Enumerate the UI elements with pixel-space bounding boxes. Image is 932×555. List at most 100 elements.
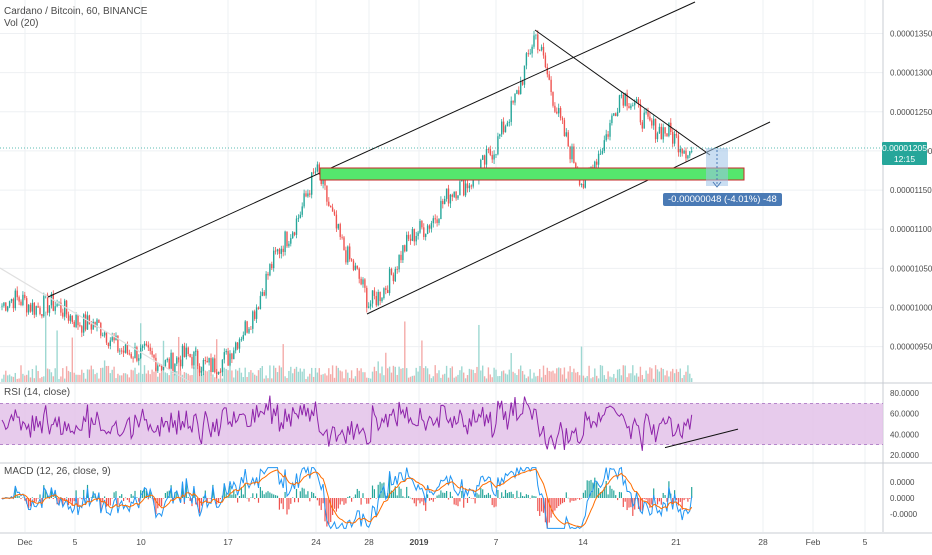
- macd-histogram-bar: [371, 485, 374, 498]
- x-tick-label: Feb: [806, 537, 821, 547]
- candle-body: [493, 154, 495, 160]
- candle-body: [482, 155, 484, 160]
- volume-bar: [371, 371, 374, 382]
- candle-body: [653, 118, 655, 126]
- macd-histogram-bar: [132, 495, 134, 498]
- macd-histogram-bar: [482, 489, 484, 498]
- volume-bar: [485, 378, 488, 382]
- macd-histogram-bar: [254, 498, 256, 500]
- volume-bar: [413, 375, 415, 382]
- rsi-tick-label: 20.0000: [890, 451, 919, 460]
- candle-body: [518, 90, 520, 94]
- macd-histogram-bar: [238, 496, 241, 498]
- candle-body: [170, 352, 172, 369]
- volume-bar: [461, 366, 463, 382]
- volume-bar: [280, 367, 282, 382]
- volume-bar: [502, 370, 505, 382]
- candle-body: [419, 221, 421, 233]
- volume-bar: [71, 337, 73, 382]
- candle-body: [459, 181, 461, 196]
- volume-bar: [147, 370, 149, 382]
- macd-histogram-bar: [571, 498, 573, 501]
- volume-bar: [185, 372, 187, 382]
- volume-bar: [233, 377, 235, 382]
- candle-body: [185, 347, 187, 357]
- candle-body: [292, 232, 294, 239]
- volume-bar: [202, 373, 205, 382]
- volume-bar: [672, 368, 674, 382]
- macd-histogram-bar: [645, 498, 647, 500]
- volume-bar: [151, 369, 153, 382]
- volume-bar: [208, 369, 210, 382]
- macd-histogram-bar: [364, 498, 366, 499]
- macd-histogram-bar: [259, 486, 261, 498]
- volume-bar: [409, 376, 412, 382]
- volume-bar: [464, 378, 467, 382]
- x-tick-label: 28: [364, 537, 374, 547]
- macd-histogram-bar: [658, 498, 660, 502]
- macd-histogram-bar: [413, 498, 415, 504]
- volume-bar: [499, 376, 501, 382]
- macd-histogram-bar: [90, 497, 92, 498]
- candle-body: [147, 345, 149, 348]
- candle-body: [634, 102, 636, 106]
- candle-body: [295, 218, 298, 235]
- volume-bar: [316, 372, 319, 382]
- candle-body: [134, 347, 136, 359]
- candle-body: [542, 46, 545, 56]
- macd-histogram-bar: [400, 488, 402, 498]
- volume-bar: [653, 378, 655, 382]
- candle-body: [647, 111, 649, 117]
- volume-bar: [121, 375, 123, 382]
- candle-body: [193, 351, 195, 366]
- support-zone: [319, 167, 745, 181]
- candle-body: [409, 238, 412, 241]
- volume-bar: [318, 368, 320, 382]
- macd-histogram-bar: [655, 498, 657, 499]
- macd-histogram-bar: [202, 496, 204, 498]
- volume-bar: [561, 374, 564, 382]
- macd-histogram-bar: [390, 490, 393, 498]
- volume-bar: [35, 365, 37, 382]
- volume-bar: [383, 375, 385, 382]
- macd-histogram-bar: [626, 498, 628, 511]
- macd-histogram-bar: [590, 479, 592, 498]
- x-tick-label: 14: [578, 537, 588, 547]
- candle-body: [442, 200, 444, 205]
- candle-body: [366, 287, 368, 308]
- macd-histogram-bar: [542, 498, 545, 513]
- volume-bar: [628, 373, 630, 382]
- macd-histogram-bar: [142, 490, 144, 498]
- candle-body: [689, 151, 691, 156]
- candle-body: [1, 305, 3, 307]
- candle-body: [37, 306, 39, 308]
- macd-histogram-bar: [409, 497, 412, 499]
- macd-legend: MACD (12, 26, close, 9): [4, 466, 111, 477]
- candle-body: [497, 136, 499, 155]
- volume-bar: [453, 377, 455, 382]
- macd-histogram-bar: [449, 491, 451, 498]
- candle-body: [510, 100, 512, 122]
- candle-body: [3, 302, 5, 306]
- volume-bar: [423, 368, 425, 382]
- volume-bar: [98, 378, 100, 382]
- volume-bar: [166, 373, 168, 382]
- macd-histogram-bar: [275, 495, 277, 498]
- macd-histogram-bar: [510, 491, 512, 498]
- candle-body: [426, 225, 429, 235]
- volume-bar: [18, 378, 20, 382]
- volume-bar: [212, 374, 214, 382]
- volume-bar: [309, 373, 311, 382]
- macd-histogram-bar: [26, 498, 28, 504]
- volume-bar: [27, 370, 30, 382]
- macd-histogram-bar: [314, 496, 317, 498]
- candle-body: [284, 231, 286, 252]
- candle-body: [316, 164, 319, 172]
- x-tick-label: 5: [863, 537, 868, 547]
- candle-body: [67, 314, 70, 321]
- candle-body: [539, 49, 541, 51]
- volume-bar: [170, 370, 172, 382]
- macd-histogram-bar: [514, 498, 516, 499]
